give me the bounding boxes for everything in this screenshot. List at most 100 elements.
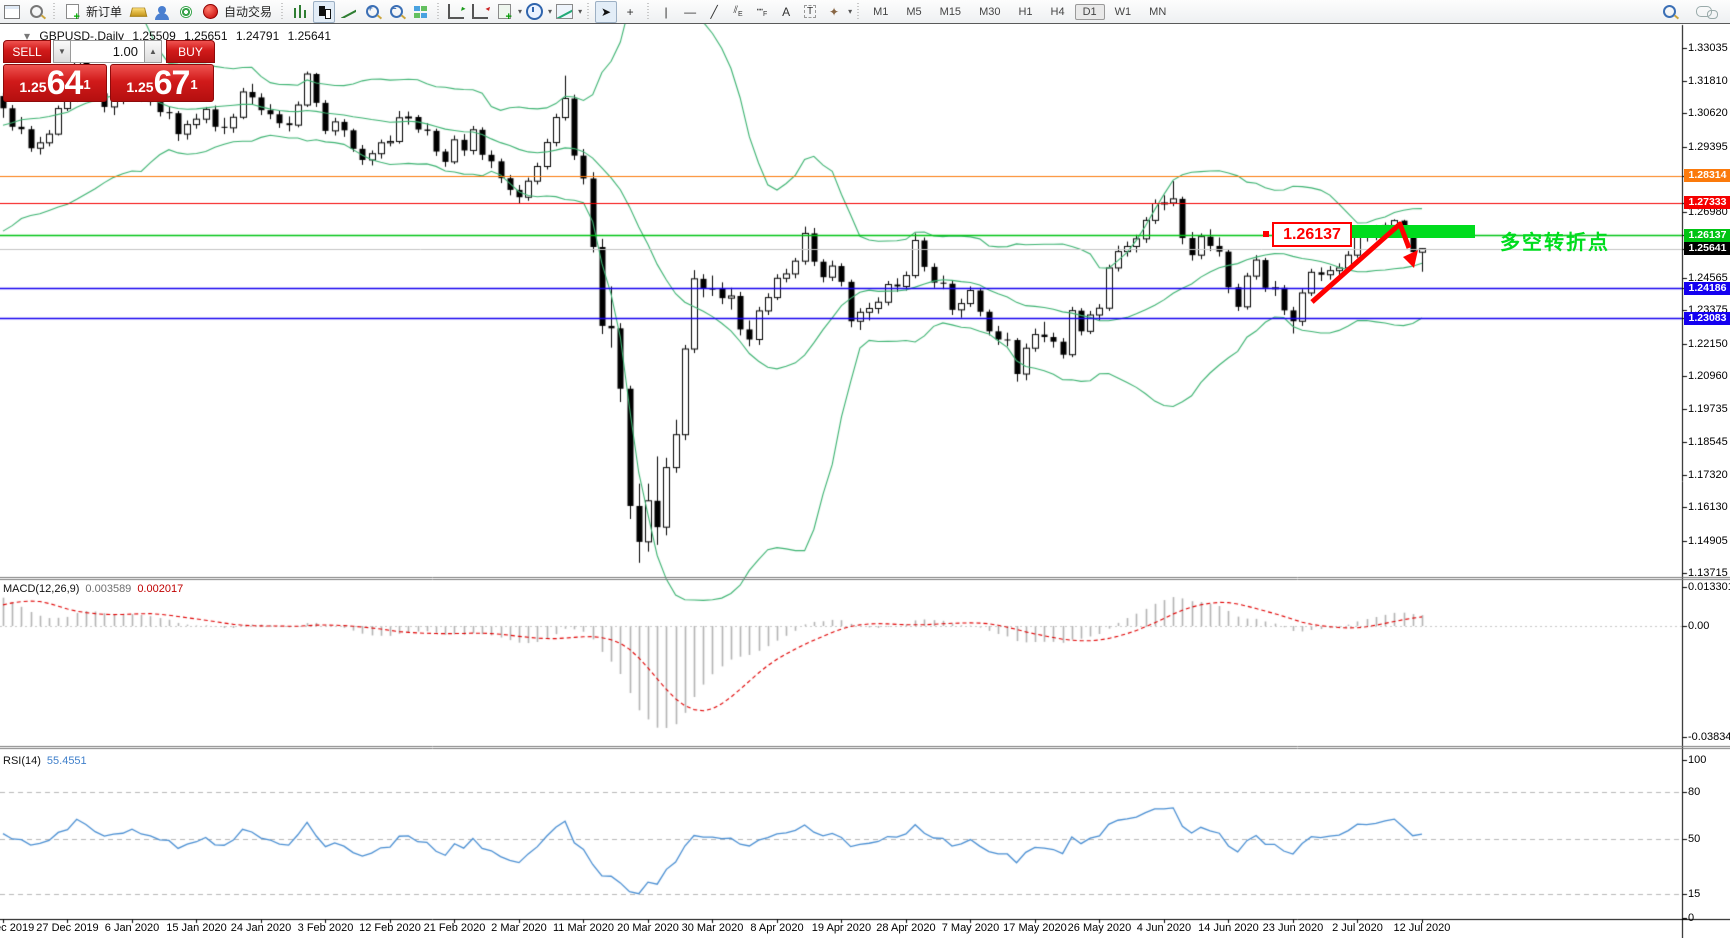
fibonacci-tool-icon[interactable]: ┉F — [756, 5, 768, 18]
rsi-axis-tick: 0 — [1688, 912, 1695, 924]
chart-title: ▾ GBPUSD-,Daily 1.25509 1.25651 1.24791 … — [24, 29, 336, 43]
supply-zone-rectangle[interactable] — [1351, 225, 1475, 238]
macd-main-value: 0.003589 — [85, 583, 132, 595]
volume-input[interactable] — [71, 40, 144, 63]
date-label: 11 Mar 2020 — [552, 922, 614, 934]
timeframe-button-M15[interactable]: M15 — [939, 5, 962, 18]
date-label: 7 May 2020 — [941, 922, 1000, 934]
sell-price-major: 1.25 — [19, 79, 47, 95]
price-level-flag[interactable]: 1.26137 — [1272, 222, 1352, 247]
sell-quote-tile[interactable]: 1.25 64 1 — [3, 64, 107, 102]
cursor-icon[interactable]: ➤ — [595, 0, 618, 23]
rsi-label: RSI(14) 55.4551 — [3, 755, 87, 767]
volume-decrease-button[interactable]: ▼ — [53, 40, 71, 63]
buy-button[interactable]: BUY — [166, 40, 215, 63]
macd-label: MACD(12,26,9) 0.003589 0.002017 — [3, 583, 183, 595]
price-tick: 1.30620 — [1688, 107, 1728, 120]
date-label: 20 Mar 2020 — [617, 922, 679, 934]
data-window-icon[interactable] — [25, 1, 47, 23]
date-label: 28 Apr 2020 — [876, 922, 936, 934]
buy-price-major: 1.25 — [126, 79, 154, 95]
price-tick: 1.13715 — [1688, 567, 1728, 579]
buy-price-pips: 67 — [153, 64, 191, 102]
sell-price-point: 1 — [83, 77, 91, 92]
price-tick: 1.26980 — [1688, 206, 1728, 219]
toolbar-separator — [51, 2, 57, 21]
zoom-in-icon[interactable] — [361, 1, 383, 23]
timeframe-button-M30[interactable]: M30 — [979, 5, 1001, 18]
buy-quote-tile[interactable]: 1.25 67 1 — [110, 64, 214, 102]
chart-shift-icon[interactable]: ◂ — [469, 1, 491, 23]
tile-windows-icon[interactable] — [409, 1, 431, 23]
price-tick: 1.18545 — [1688, 435, 1728, 448]
turning-point-note[interactable]: 多空转折点 — [1500, 232, 1610, 254]
chart-window-icon[interactable] — [1, 1, 23, 23]
arrows-dropdown-icon[interactable]: ▾ — [848, 7, 853, 16]
timeframe-button-W1[interactable]: W1 — [1114, 5, 1132, 18]
signals-icon[interactable] — [175, 1, 197, 23]
bar-chart-icon[interactable] — [289, 1, 311, 23]
text-tool-icon[interactable]: A — [782, 4, 791, 19]
date-label: 2 Mar 2020 — [491, 922, 547, 934]
line-chart-icon[interactable] — [337, 1, 359, 23]
buy-price-point: 1 — [190, 77, 198, 92]
date-label: 15 Jan 2020 — [166, 922, 227, 934]
high-value: 1.25651 — [184, 29, 228, 43]
timeframe-button-D1[interactable]: D1 — [1074, 3, 1105, 20]
zoom-out-icon[interactable] — [385, 1, 407, 23]
community-icon[interactable] — [151, 1, 173, 23]
text-label-tool-icon[interactable]: T — [799, 1, 821, 23]
templates-icon[interactable] — [553, 1, 575, 23]
timeframe-button-H4[interactable]: H4 — [1050, 5, 1065, 18]
periods-dropdown-icon[interactable]: ▾ — [548, 7, 553, 16]
date-label: 4 Jun 2020 — [1136, 922, 1192, 934]
sell-button[interactable]: SELL — [3, 40, 51, 63]
new-order-button[interactable]: 新订单 — [86, 5, 123, 19]
trendline-tool-icon[interactable]: ╱ — [710, 4, 718, 19]
rsi-axis-tick: 15 — [1688, 888, 1701, 901]
history-center-icon[interactable] — [127, 1, 149, 23]
timeframe-button-M1[interactable]: M1 — [873, 5, 889, 18]
timeframe-button-H1[interactable]: H1 — [1018, 5, 1033, 18]
indicators-icon[interactable]: + — [493, 1, 515, 23]
timeframe-button-M5[interactable]: M5 — [906, 5, 922, 18]
vertical-line-tool-icon[interactable]: | — [664, 4, 668, 19]
macd-axis-tick: 0.00 — [1688, 620, 1710, 632]
open-value: 1.25509 — [132, 29, 176, 43]
auto-trading-icon[interactable] — [199, 1, 221, 23]
date-label: 8 Apr 2020 — [750, 922, 804, 934]
price-tick: 1.19735 — [1688, 403, 1728, 416]
arrows-tool-icon[interactable]: ✦ — [829, 4, 840, 19]
macd-axis-tick: -0.038343 — [1688, 731, 1730, 744]
search-icon[interactable] — [1658, 1, 1680, 23]
new-order-icon[interactable]: + — [61, 1, 83, 23]
indicators-dropdown-icon[interactable]: ▾ — [518, 7, 523, 16]
timeframe-group: M1 M5 M15 M30 H1 H4 D1 W1 MN — [864, 1, 1175, 23]
low-value: 1.24791 — [235, 29, 280, 43]
horizontal-line-tool-icon[interactable]: — — [684, 4, 697, 19]
chat-icon[interactable] — [1695, 1, 1719, 23]
rsi-axis-tick: 80 — [1688, 785, 1701, 798]
price-tick: 1.20960 — [1688, 369, 1728, 382]
price-tick: 1.31810 — [1688, 74, 1728, 87]
templates-dropdown-icon[interactable]: ▾ — [578, 7, 583, 16]
macd-name: MACD(12,26,9) — [3, 583, 80, 595]
rsi-axis-tick: 50 — [1688, 833, 1701, 845]
rsi-name: RSI(14) — [3, 755, 41, 767]
volume-increase-button[interactable]: ▲ — [144, 40, 162, 63]
date-label: 23 Jun 2020 — [1262, 922, 1324, 934]
date-label: 12 Feb 2020 — [359, 922, 421, 934]
date-label: 6 Jan 2020 — [104, 922, 160, 934]
periods-icon[interactable] — [523, 1, 545, 23]
auto-scroll-icon[interactable]: ▸ — [445, 1, 467, 23]
timeframe-button-MN[interactable]: MN — [1149, 5, 1167, 18]
date-label: 12 Jul 2020 — [1393, 922, 1451, 934]
crosshair-icon[interactable]: + — [626, 4, 634, 19]
price-level-flag-handle[interactable] — [1263, 231, 1269, 237]
equidistant-channel-tool-icon[interactable]: ⫽E — [733, 5, 743, 18]
candlestick-chart-icon[interactable] — [313, 0, 336, 23]
auto-trading-button[interactable]: 自动交易 — [224, 5, 273, 19]
price-tick: 1.24565 — [1688, 271, 1728, 284]
